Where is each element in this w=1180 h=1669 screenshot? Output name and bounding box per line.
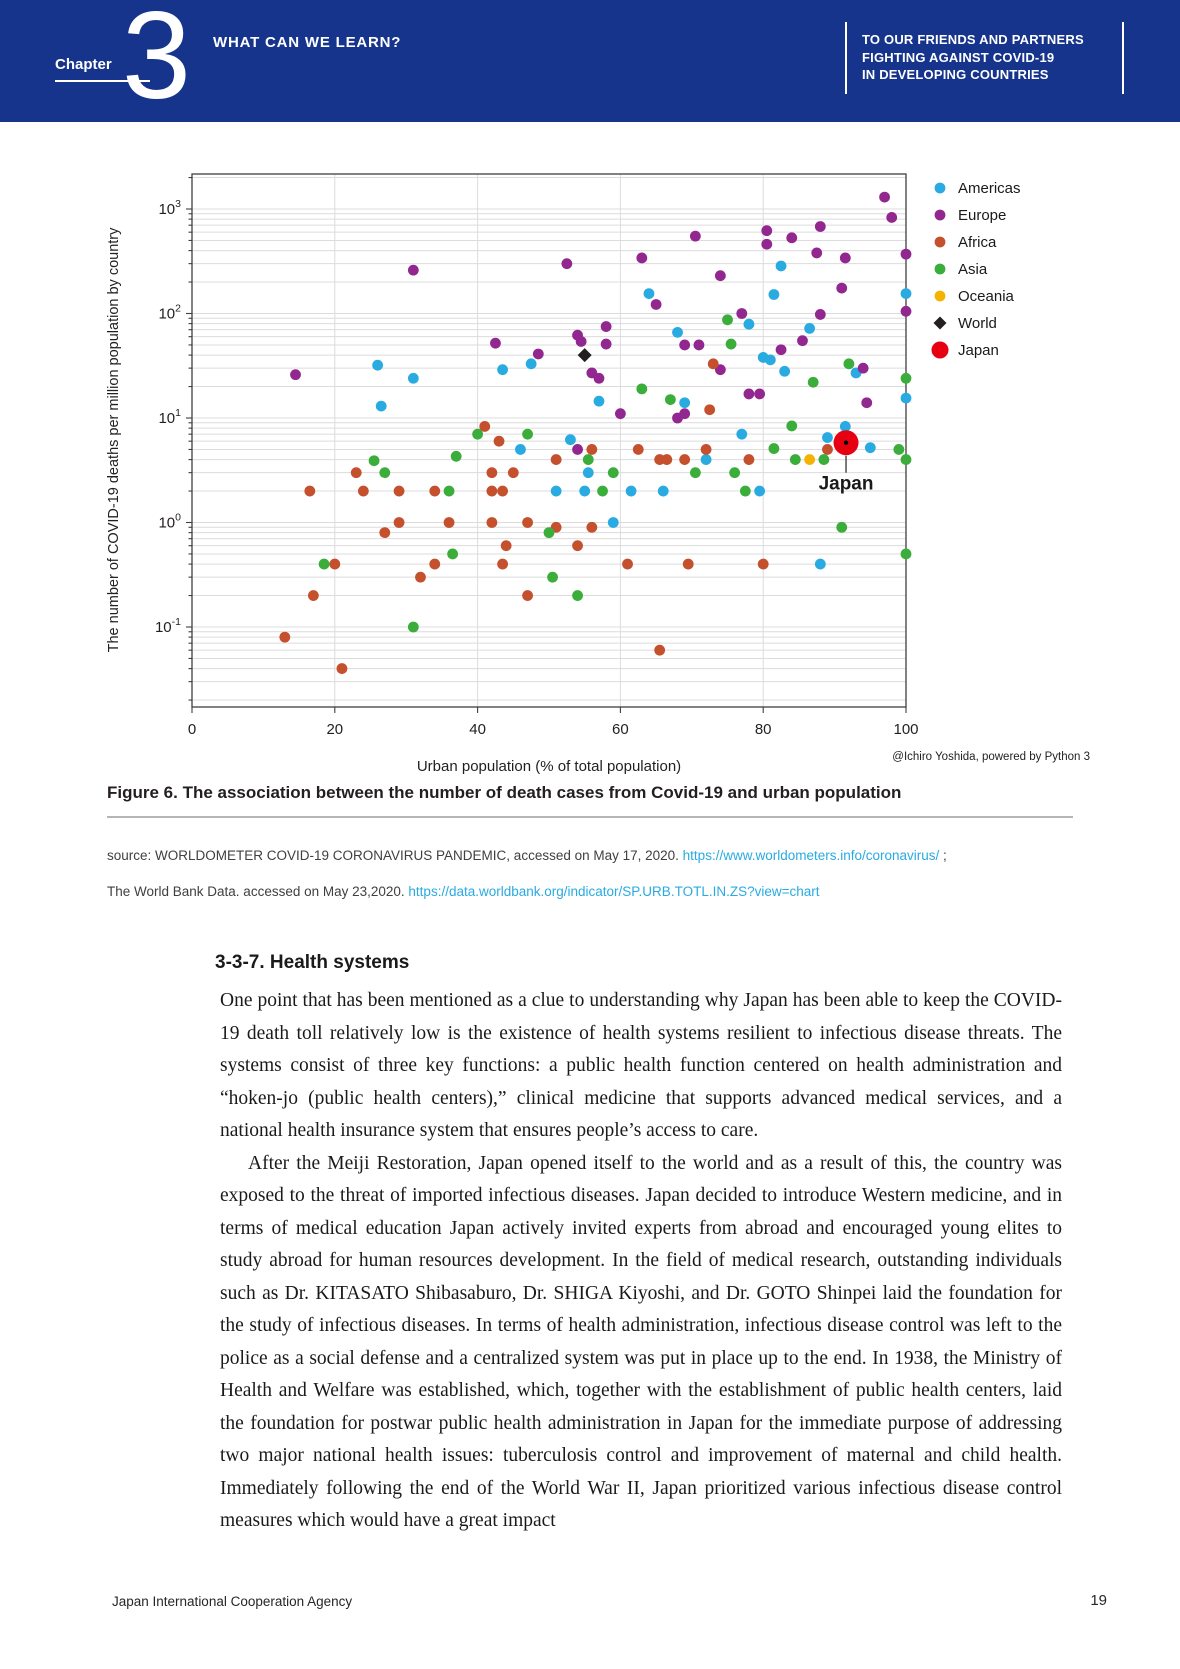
svg-text:Americas: Americas [958,180,1021,197]
svg-text:Oceania: Oceania [958,288,1015,305]
banner-subtitle-line2: FIGHTING AGAINST COVID-19 [862,49,1055,65]
footer-organization: Japan International Cooperation Agency [112,1594,353,1609]
chapter-banner: Chapter 3 WHAT CAN WE LEARN? TO OUR FRIE… [0,0,1180,122]
y-axis-label: The number of COVID-19 deaths per millio… [106,227,122,652]
svg-text:Africa: Africa [958,234,997,251]
banner-subtitle-line3: IN DEVELOPING COUNTRIES [862,67,1049,82]
figure-source: source: WORLDOMETER COVID-19 CORONAVIRUS… [107,838,1087,910]
page-number: 19 [1090,1592,1107,1609]
svg-text:103: 103 [158,198,181,218]
source-line-1: source: WORLDOMETER COVID-19 CORONAVIRUS… [107,838,1087,874]
source-line-2: The World Bank Data. accessed on May 23,… [107,874,1087,910]
source-2-link[interactable]: https://data.worldbank.org/indicator/SP.… [408,884,820,899]
svg-text:Europe: Europe [958,207,1006,224]
chapter-number: 3 [122,0,191,125]
svg-text:60: 60 [612,721,629,738]
svg-text:100: 100 [158,512,181,532]
chapter-label: Chapter [55,56,150,82]
svg-text:World: World [958,315,997,332]
banner-left-rule [845,22,847,94]
svg-text:Japan: Japan [819,474,874,495]
chart-plot-area: 103 102 101 100 10-1 0 20 40 60 80 100 Japan America… [155,173,1021,738]
svg-text:40: 40 [469,721,486,738]
svg-text:Asia: Asia [958,261,988,278]
x-axis-label: Urban population (% of total population) [417,758,681,775]
svg-text:100: 100 [893,721,918,738]
source-2-text: The World Bank Data. accessed on May 23,… [107,884,409,899]
banner-right-rule [1122,22,1124,94]
banner-subtitle-line1: TO OUR FRIENDS AND PARTNERS [862,32,1084,47]
chart-attribution: @Ichiro Yoshida, powered by Python 3 [892,751,1090,763]
svg-text:102: 102 [158,303,181,323]
svg-text:Japan: Japan [958,342,999,359]
svg-text:20: 20 [326,721,343,738]
section-heading: 3-3-7. Health systems [215,952,410,973]
source-1-link[interactable]: https://www.worldometers.info/coronaviru… [682,848,940,863]
figure6-chart: The number of COVID-19 deaths per millio… [106,173,1090,775]
banner-title: WHAT CAN WE LEARN? [213,34,402,51]
figure-caption: Figure 6. The association between the nu… [107,783,902,802]
paragraph-1: One point that has been mentioned as a c… [220,990,1062,1141]
caption-divider [107,816,1073,818]
svg-text:10-1: 10-1 [155,616,181,636]
svg-text:101: 101 [158,407,181,427]
source-1-text: source: WORLDOMETER COVID-19 CORONAVIRUS… [107,848,683,863]
body-text: One point that has been mentioned as a c… [220,985,1062,1538]
paragraph-2: After the Meiji Restoration, Japan opene… [220,1152,1062,1532]
svg-text:80: 80 [755,721,772,738]
svg-text:0: 0 [188,721,196,738]
banner-subtitle: TO OUR FRIENDS AND PARTNERS FIGHTING AGA… [862,31,1084,84]
source-1-suffix: ; [939,848,947,863]
